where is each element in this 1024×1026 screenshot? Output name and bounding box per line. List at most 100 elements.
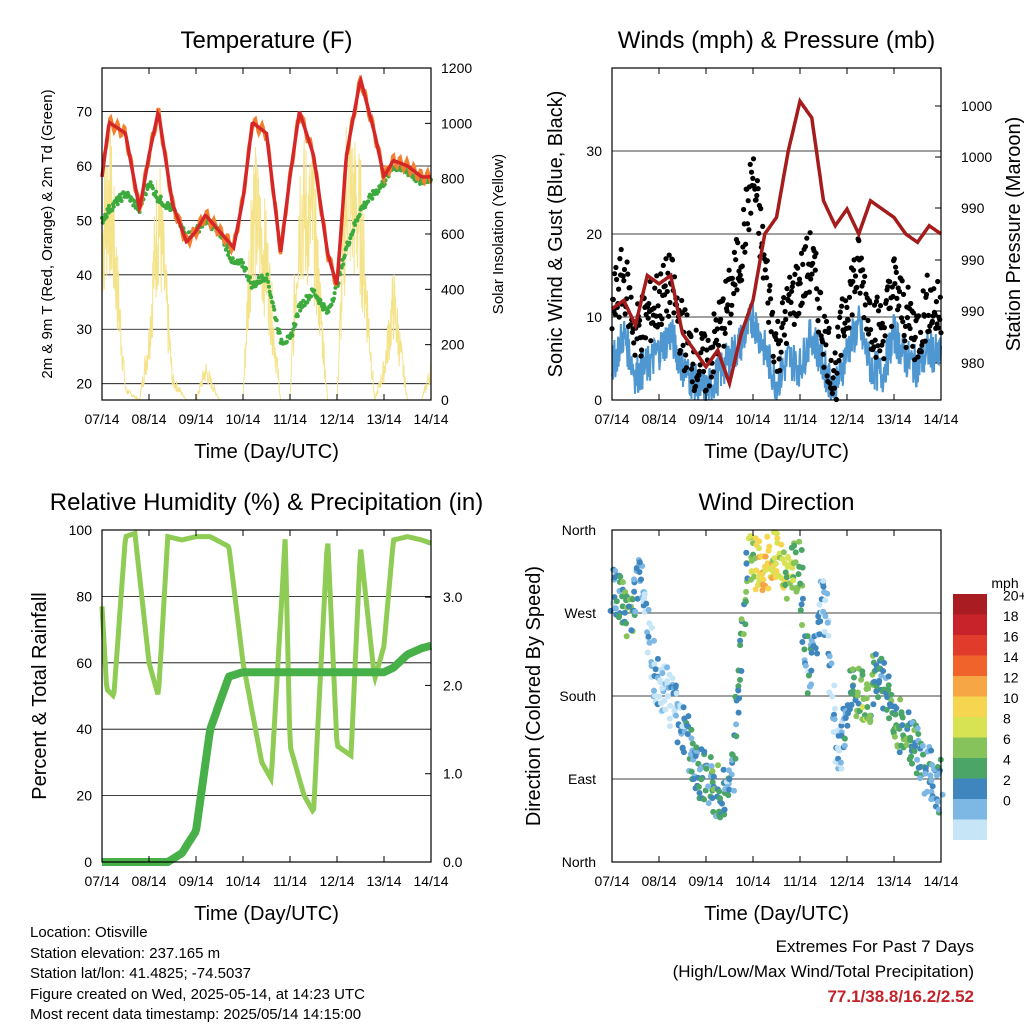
gust-point: [873, 298, 880, 305]
gust-point: [789, 288, 795, 294]
direction-point: [651, 661, 658, 668]
wind-direction-ylabel: Direction (Colored By Speed): [523, 566, 545, 826]
dewpoint-point: [110, 208, 115, 213]
direction-point: [844, 722, 851, 729]
direction-point: [817, 618, 824, 625]
x-tick-label: 11/14: [273, 411, 307, 427]
dewpoint-point: [312, 288, 317, 293]
direction-point: [799, 639, 806, 645]
y-tick-label: 80: [76, 588, 92, 604]
direction-point: [917, 775, 924, 782]
direction-point: [646, 639, 653, 646]
direction-point: [865, 685, 872, 692]
gust-point: [820, 351, 826, 357]
winds-panel: 0 10 20 30 980 990 990 990 1000 1000 Sonic Wind & …: [545, 27, 1024, 463]
gust-point: [935, 278, 941, 285]
gust-point: [664, 308, 670, 314]
gust-point: [654, 273, 660, 279]
direction-point: [812, 645, 819, 652]
extremes-box: Extremes For Past 7 Days (High/Low/Max W…: [673, 934, 974, 1009]
direction-point: [899, 714, 906, 721]
winds-ylabel: Sonic Wind & Gust (Blue, Black): [545, 91, 567, 378]
direction-point: [621, 609, 628, 616]
direction-point: [780, 549, 787, 556]
gust-point: [721, 325, 728, 332]
x-tick-label: 09/14: [688, 873, 723, 889]
direction-point: [876, 677, 883, 684]
direction-point: [837, 759, 844, 766]
gust-point: [764, 258, 770, 264]
direction-point: [692, 753, 699, 759]
gust-point: [765, 300, 771, 306]
dewpoint-point: [341, 262, 346, 267]
direction-point: [709, 768, 716, 775]
legend-swatch: [953, 717, 987, 738]
direction-point: [831, 716, 838, 723]
direction-point: [898, 709, 905, 716]
gust-point: [903, 344, 909, 350]
dewpoint-point: [279, 337, 284, 342]
dewpoint-point: [150, 186, 155, 191]
gust-point: [722, 330, 728, 336]
temperature-ylabel-right: Solar Insolation (Yellow): [490, 154, 507, 314]
dewpoint-point: [244, 266, 249, 271]
gust-point: [750, 175, 756, 181]
direction-point: [751, 573, 758, 580]
y-tick-label: North: [562, 522, 596, 538]
y-right-tick-label: 1000: [961, 98, 992, 114]
direction-point: [616, 612, 623, 619]
gust-point: [854, 284, 860, 290]
direction-point: [935, 806, 942, 813]
x-tick-label: 10/14: [735, 873, 770, 889]
dewpoint-point: [366, 199, 371, 204]
gust-point: [754, 178, 761, 184]
direction-point: [732, 755, 739, 762]
gust-point: [893, 269, 899, 275]
direction-point: [667, 702, 674, 709]
direction-point: [909, 760, 915, 767]
gust-point: [777, 367, 783, 374]
legend-swatch: [953, 778, 987, 799]
direction-point: [822, 597, 829, 604]
direction-point: [612, 605, 619, 612]
winds-frame: [611, 67, 942, 401]
direction-point: [824, 590, 831, 597]
dewpoint-point: [107, 203, 111, 208]
dewpoint-point: [357, 212, 362, 217]
gust-point: [860, 279, 867, 285]
gust-point: [638, 353, 644, 359]
direction-point: [859, 704, 866, 711]
x-tick-label: 08/14: [131, 411, 166, 427]
direction-point: [631, 576, 637, 583]
direction-point: [643, 600, 650, 607]
gust-point: [746, 227, 752, 233]
direction-point: [738, 616, 745, 623]
gust-point: [792, 271, 798, 277]
gust-point: [856, 238, 862, 244]
gust-point: [743, 241, 749, 247]
humidity-frame: [101, 529, 432, 863]
direction-point: [708, 763, 715, 770]
y-tick-label: West: [564, 605, 596, 621]
winds-xlabel: Time (Day/UTC): [704, 441, 849, 463]
gust-point: [899, 278, 905, 284]
gust-point: [798, 250, 805, 256]
dewpoint-point: [370, 196, 375, 201]
x-tick-label: 13/14: [876, 411, 911, 427]
gust-point: [837, 314, 843, 321]
gust-point: [660, 262, 666, 268]
legend-label: 18: [1003, 608, 1019, 624]
gust-point: [922, 338, 928, 344]
x-tick-label: 14/14: [923, 411, 958, 427]
dewpoint-point: [259, 279, 263, 284]
gust-point: [720, 296, 726, 302]
direction-point: [914, 725, 921, 732]
gust-point: [920, 288, 926, 294]
gust-point: [702, 333, 708, 339]
direction-point: [822, 613, 829, 620]
gust-point: [742, 249, 748, 255]
gust-point: [732, 282, 738, 288]
gust-point: [932, 311, 938, 317]
direction-point: [688, 735, 695, 742]
direction-point: [743, 549, 750, 556]
